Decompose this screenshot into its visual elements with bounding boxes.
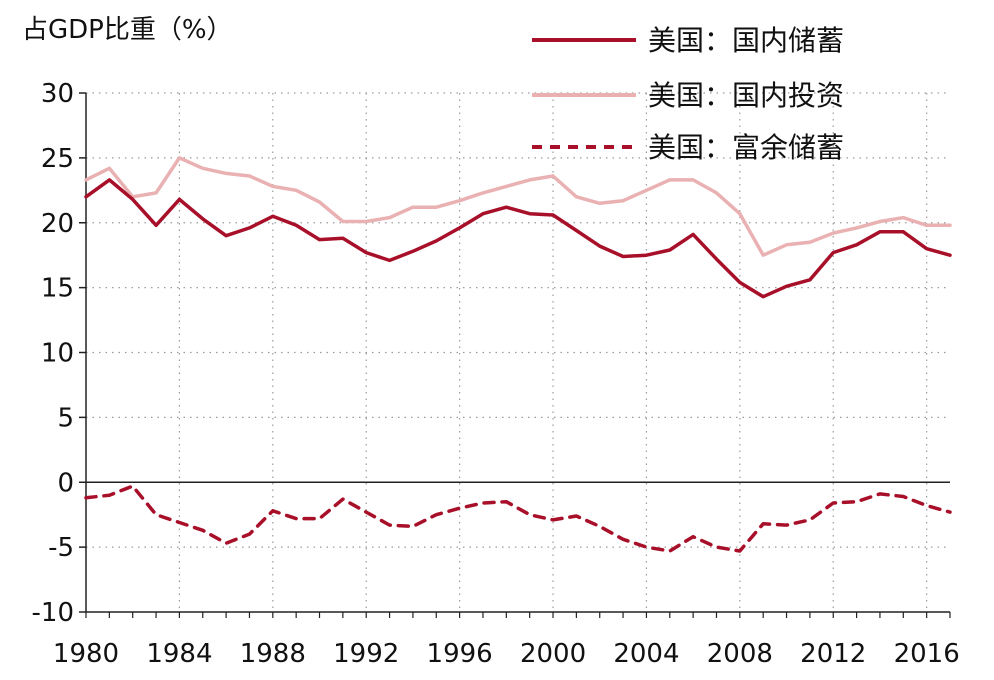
y-tick-label: 15 — [41, 274, 74, 304]
x-tick-label: 1980 — [53, 639, 119, 669]
series-lines — [84, 156, 952, 553]
y-tick-label: 20 — [41, 209, 74, 239]
legend-label-domestic-saving: 美国：国内储蓄 — [648, 24, 844, 57]
x-tick-label: 1992 — [333, 639, 399, 669]
x-tick-label: 1984 — [146, 639, 212, 669]
y-tick-label: 30 — [41, 79, 74, 109]
x-tick-label: 2012 — [800, 639, 866, 669]
x-tick-label: 2004 — [613, 639, 679, 669]
y-tick-label: 25 — [41, 144, 74, 174]
series-line-domestic-investment — [84, 156, 952, 257]
y-tick-label: -5 — [48, 533, 74, 563]
y-tick-label: 5 — [57, 403, 74, 433]
y-tick-label: 10 — [41, 339, 74, 369]
legend: 美国：国内储蓄 美国：国内投资 美国：富余储蓄 — [532, 24, 844, 164]
x-tick-label: 1988 — [240, 639, 306, 669]
y-tick-label: -10 — [32, 598, 74, 628]
x-tick-labels: 1980 1984 1988 1992 1996 2000 2004 2008 2012 2016 — [53, 639, 960, 669]
grid — [86, 92, 950, 612]
series-line-excess-saving — [84, 484, 952, 553]
axes — [79, 92, 951, 618]
y-axis-title: 占GDP比重（%） — [22, 15, 233, 45]
x-tick-label: 2008 — [707, 639, 773, 669]
y-tick-labels: -10 -5 0 5 10 15 20 25 30 — [32, 79, 74, 628]
series-line-domestic-saving — [84, 178, 952, 299]
x-tick-label: 1996 — [427, 639, 493, 669]
x-tick-label: 2016 — [894, 639, 960, 669]
legend-label-excess-saving: 美国：富余储蓄 — [648, 131, 844, 164]
y-tick-label: 0 — [57, 468, 74, 498]
x-tick-label: 2000 — [520, 639, 586, 669]
legend-label-domestic-investment: 美国：国内投资 — [648, 79, 844, 112]
